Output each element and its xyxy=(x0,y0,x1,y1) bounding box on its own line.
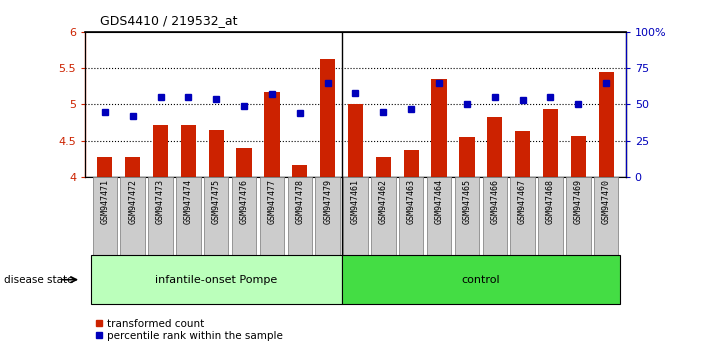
Bar xyxy=(515,131,530,177)
Text: GSM947462: GSM947462 xyxy=(379,179,388,224)
Text: GSM947464: GSM947464 xyxy=(434,179,444,224)
Bar xyxy=(341,255,620,304)
Bar xyxy=(149,177,173,255)
Bar xyxy=(287,177,312,255)
Text: infantile-onset Pompe: infantile-onset Pompe xyxy=(155,275,277,285)
Bar xyxy=(125,158,140,177)
Text: GSM947474: GSM947474 xyxy=(184,179,193,224)
Bar xyxy=(566,177,591,255)
Text: GSM947476: GSM947476 xyxy=(240,179,249,224)
Bar xyxy=(483,177,507,255)
Bar xyxy=(459,137,474,177)
Text: GSM947470: GSM947470 xyxy=(602,179,611,224)
Bar xyxy=(97,158,112,177)
Text: GSM947475: GSM947475 xyxy=(212,179,220,224)
Bar xyxy=(120,177,145,255)
Text: GSM947477: GSM947477 xyxy=(267,179,277,224)
Bar xyxy=(594,177,619,255)
Bar xyxy=(260,177,284,255)
Text: GSM947465: GSM947465 xyxy=(462,179,471,224)
Bar xyxy=(432,79,447,177)
Text: GSM947478: GSM947478 xyxy=(295,179,304,224)
Text: GSM947466: GSM947466 xyxy=(491,179,499,224)
Bar xyxy=(204,177,228,255)
Bar xyxy=(571,136,586,177)
Bar xyxy=(538,177,562,255)
Bar xyxy=(320,59,336,177)
Bar xyxy=(454,177,479,255)
Bar xyxy=(348,104,363,177)
Bar xyxy=(542,109,558,177)
Text: GSM947461: GSM947461 xyxy=(351,179,360,224)
Text: disease state: disease state xyxy=(4,275,73,285)
Bar xyxy=(292,165,307,177)
Bar xyxy=(599,73,614,177)
Bar xyxy=(176,177,201,255)
Text: GSM947469: GSM947469 xyxy=(574,179,583,224)
Text: GSM947479: GSM947479 xyxy=(323,179,332,224)
Bar xyxy=(232,177,257,255)
Bar xyxy=(237,148,252,177)
Text: GDS4410 / 219532_at: GDS4410 / 219532_at xyxy=(100,14,237,27)
Bar xyxy=(264,92,279,177)
Bar xyxy=(371,177,395,255)
Bar xyxy=(487,118,503,177)
Bar xyxy=(427,177,451,255)
Text: GSM947471: GSM947471 xyxy=(100,179,109,224)
Text: GSM947467: GSM947467 xyxy=(518,179,527,224)
Text: GSM947473: GSM947473 xyxy=(156,179,165,224)
Bar xyxy=(399,177,424,255)
Text: GSM947472: GSM947472 xyxy=(128,179,137,224)
Bar xyxy=(208,130,224,177)
Bar xyxy=(404,150,419,177)
Bar xyxy=(91,255,341,304)
Bar xyxy=(153,125,169,177)
Bar xyxy=(316,177,340,255)
Text: GSM947468: GSM947468 xyxy=(546,179,555,224)
Text: GSM947463: GSM947463 xyxy=(407,179,416,224)
Bar xyxy=(510,177,535,255)
Bar xyxy=(375,157,391,177)
Text: control: control xyxy=(461,275,500,285)
Legend: transformed count, percentile rank within the sample: transformed count, percentile rank withi… xyxy=(90,315,287,345)
Bar xyxy=(181,125,196,177)
Bar xyxy=(92,177,117,255)
Bar xyxy=(343,177,368,255)
